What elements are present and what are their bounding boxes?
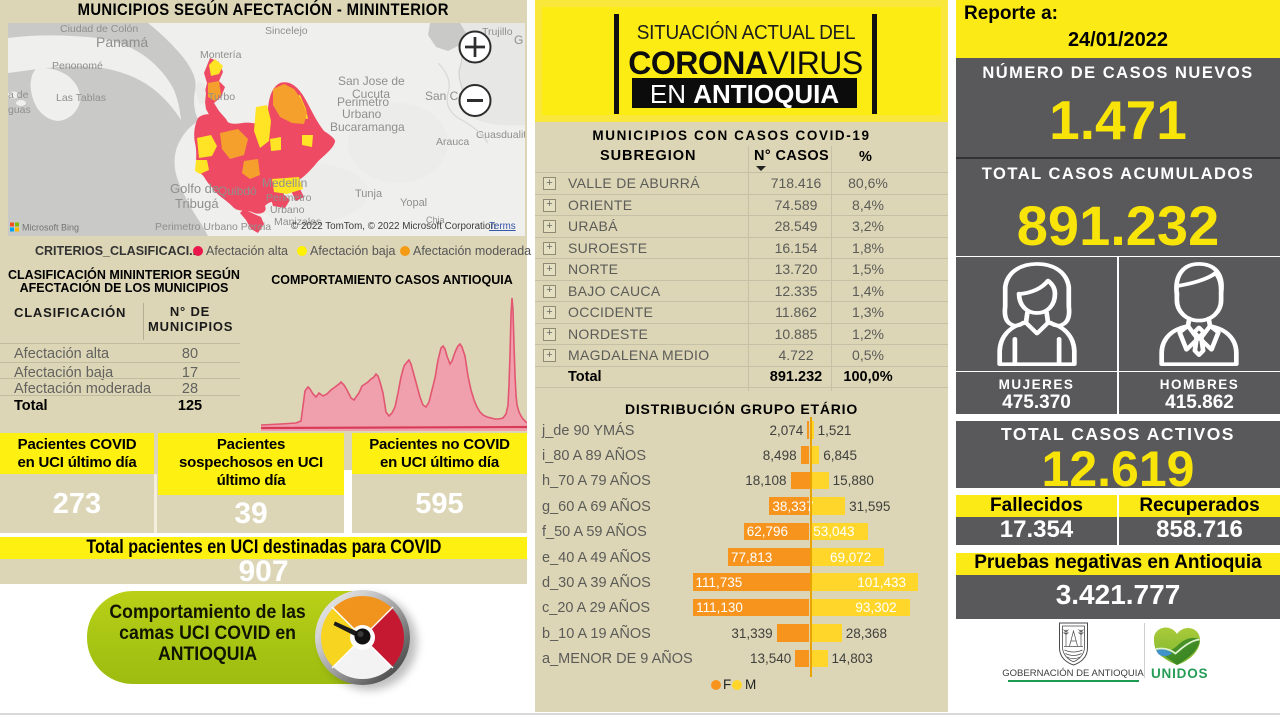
- svg-text:Microsoft Bing: Microsoft Bing: [22, 223, 79, 233]
- svg-text:Las Tablas: Las Tablas: [56, 92, 106, 104]
- svg-text:Panamá: Panamá: [96, 34, 148, 50]
- svg-text:Sincelejo: Sincelejo: [265, 25, 308, 37]
- svg-text:Ciudad de Colón: Ciudad de Colón: [60, 23, 138, 35]
- svg-text:Urbano: Urbano: [270, 204, 305, 216]
- svg-text:a de: a de: [8, 89, 29, 101]
- svg-text:Guasdualito: Guasdualito: [476, 129, 525, 141]
- svg-text:Penonomé: Penonomé: [52, 60, 103, 72]
- svg-text:© 2022 TomTom, © 2022 Microsof: © 2022 TomTom, © 2022 Microsoft Corporat…: [291, 221, 496, 232]
- svg-text:Perimetro: Perimetro: [266, 192, 312, 204]
- svg-text:Perimetro Urbano Pereia: Perimetro Urbano Pereia: [155, 221, 271, 233]
- svg-text:Urbano: Urbano: [342, 107, 382, 121]
- svg-text:Montería: Montería: [200, 49, 242, 61]
- svg-text:Medellín: Medellín: [262, 176, 307, 190]
- svg-text:Manizales: Manizales: [274, 216, 321, 228]
- svg-text:San Jose de: San Jose de: [338, 74, 405, 88]
- svg-text:Golfo de: Golfo de: [170, 181, 219, 196]
- svg-text:Perimetro: Perimetro: [337, 95, 389, 109]
- svg-text:Tunja: Tunja: [355, 188, 383, 200]
- svg-text:Cucuta: Cucuta: [352, 87, 390, 101]
- svg-text:Yopal: Yopal: [400, 197, 427, 209]
- svg-text:G: G: [514, 33, 523, 47]
- svg-text:Terms: Terms: [489, 221, 516, 232]
- svg-text:Chia: Chia: [426, 215, 445, 225]
- svg-text:Tribugá: Tribugá: [175, 196, 219, 211]
- svg-text:Arauca: Arauca: [436, 136, 469, 148]
- svg-text:Trujillo: Trujillo: [482, 26, 513, 38]
- svg-text:Quibdó: Quibdó: [218, 184, 257, 198]
- svg-text:Turbo: Turbo: [208, 91, 235, 103]
- svg-text:Bucaramanga: Bucaramanga: [330, 120, 405, 134]
- svg-text:guas: guas: [8, 104, 31, 116]
